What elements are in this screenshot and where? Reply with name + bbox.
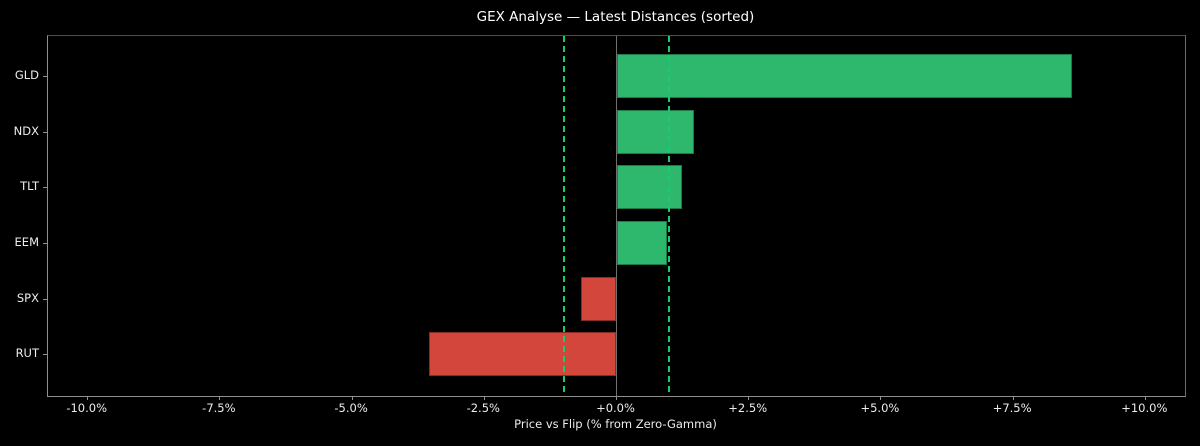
x-tick-+5.0% (880, 396, 882, 400)
bar-EEM (616, 220, 668, 265)
x-tick-label-+0.0%: +0.0% (596, 401, 635, 415)
x-tick-+2.5% (748, 396, 750, 400)
x-tick--10.0% (87, 396, 89, 400)
y-axis-label-SPX: SPX (16, 290, 39, 305)
x-tick--5.0% (351, 396, 353, 400)
bar-TLT (616, 165, 682, 210)
x-tick-label-+10.0%: +10.0% (1121, 401, 1168, 415)
chart-title: GEX Analyse — Latest Distances (sorted) (476, 9, 755, 25)
x-tick-label-+2.5%: +2.5% (728, 401, 768, 415)
y-axis-label-GLD: GLD (14, 68, 39, 82)
x-tick--7.5% (219, 396, 221, 400)
y-tick-RUT (43, 354, 47, 356)
y-tick-SPX (43, 298, 47, 300)
y-axis-label-EEM: EEM (14, 234, 39, 249)
x-tick--2.5% (483, 396, 485, 400)
bar-NDX (616, 109, 694, 154)
y-axis-label-TLT: TLT (20, 179, 39, 194)
y-tick-EEM (43, 242, 47, 244)
y-tick-GLD (43, 76, 47, 77)
plot-area (43, 35, 1186, 400)
bar-GLD (616, 54, 1073, 98)
bar-SPX (580, 276, 617, 321)
flip-threshold-positive-line (668, 36, 671, 396)
x-tick-label--5.0%: -5.0% (334, 401, 368, 415)
y-tick-NDX (43, 131, 47, 133)
x-tick-+7.5% (1012, 396, 1014, 400)
zero-gamma-line (616, 36, 617, 396)
x-tick-label-+5.0%: +5.0% (860, 401, 900, 415)
x-tick-label--2.5%: -2.5% (466, 401, 500, 415)
x-tick-+10.0% (1144, 396, 1146, 400)
flip-threshold-negative-line (562, 36, 565, 396)
bar-RUT (429, 332, 617, 377)
x-tick-label-+7.5%: +7.5% (992, 401, 1032, 415)
x-tick-label--10.0%: -10.0% (66, 401, 107, 415)
x-axis-label: Price vs Flip (% from Zero-Gamma) (514, 417, 717, 431)
x-tick-+0.0% (616, 396, 617, 400)
x-tick-label--7.5%: -7.5% (202, 401, 236, 415)
y-tick-TLT (43, 187, 47, 189)
y-axis-label-RUT: RUT (15, 346, 39, 361)
y-axis-label-NDX: NDX (13, 123, 39, 138)
